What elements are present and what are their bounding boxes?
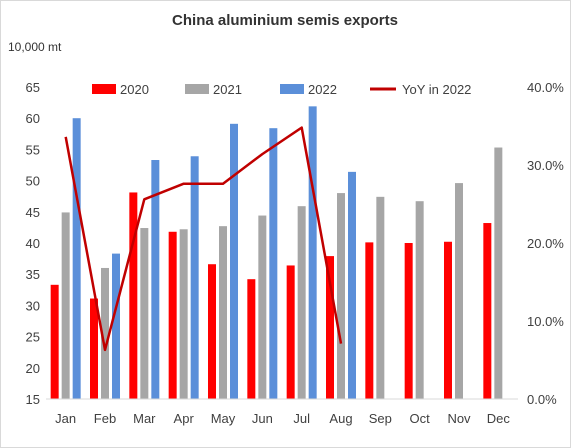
left-axis: 15 20 25 30 35 40 45 50 55 60 65 (26, 80, 40, 407)
yoy-line-group (64, 126, 343, 352)
bar-2020-May (208, 264, 216, 399)
bar-2022-Mar (151, 160, 160, 399)
bar-2022-Aug (348, 171, 356, 399)
bar-2021-Oct (415, 201, 424, 399)
bar-2020-Sep (365, 242, 374, 399)
right-axis-tick-label: 20.0% (527, 236, 564, 251)
right-axis-tick-label: 30.0% (527, 158, 564, 173)
bar-2020-Mar (129, 192, 138, 399)
chart-legend: 2020 2021 2022 YoY in 2022 (92, 82, 471, 97)
bar-2020-Dec (483, 223, 492, 399)
yoy-line (64, 126, 343, 352)
bar-2021-Feb (101, 267, 109, 399)
legend-swatch-2020 (92, 84, 116, 94)
bar-2021-Jul (297, 206, 306, 399)
right-axis-tick-label: 40.0% (527, 80, 564, 95)
x-axis-tick-label: Jan (55, 411, 76, 426)
bar-2021-Mar (140, 228, 149, 399)
x-axis-tick-label: Oct (410, 411, 431, 426)
x-axis: Jan Feb Mar Apr May Jun Jul Aug Sep Oct Nov Dec (55, 411, 510, 426)
bar-2020-Aug (326, 256, 334, 399)
bar-2020-Jul (286, 265, 295, 399)
bar-2021-Sep (376, 196, 385, 399)
bar-2022-Apr (190, 156, 199, 399)
bar-2021-May (219, 226, 227, 399)
bar-2021-Dec (494, 147, 503, 399)
x-axis-tick-label: Jun (252, 411, 273, 426)
left-axis-tick-label: 45 (26, 205, 40, 220)
bar-2021-Nov (455, 183, 463, 399)
bar-2021-Jan (61, 212, 70, 399)
left-axis-tick-label: 60 (26, 111, 40, 126)
bar-2020-Jan (50, 284, 59, 399)
bar-2020-Apr (168, 231, 177, 399)
left-axis-tick-label: 35 (26, 267, 40, 282)
x-axis-tick-label: Apr (174, 411, 195, 426)
x-axis-tick-label: Sep (369, 411, 392, 426)
right-axis: 0.0% 10.0% 20.0% 30.0% 40.0% (527, 80, 564, 407)
x-axis-tick-label: Nov (447, 411, 471, 426)
bar-2021-Aug (337, 193, 345, 399)
bar-2022-Jun (269, 128, 278, 399)
left-axis-tick-label: 40 (26, 236, 40, 251)
bar-2020-Oct (404, 243, 413, 399)
bar-2022-May (230, 123, 238, 399)
right-axis-tick-label: 0.0% (527, 392, 557, 407)
x-axis-tick-label: Feb (94, 411, 116, 426)
bar-2021-Apr (179, 229, 188, 399)
left-axis-unit-label: 10,000 mt (8, 40, 62, 54)
x-axis-tick-label: May (211, 411, 236, 426)
legend-label-yoy: YoY in 2022 (402, 82, 471, 97)
legend-label-2020: 2020 (120, 82, 149, 97)
left-axis-tick-label: 55 (26, 142, 40, 157)
bar-2022-Feb (112, 253, 120, 399)
left-axis-tick-label: 65 (26, 80, 40, 95)
legend-swatch-2021 (185, 84, 209, 94)
legend-swatch-2022 (280, 84, 304, 94)
x-axis-tick-label: Dec (487, 411, 511, 426)
x-axis-tick-label: Jul (293, 411, 310, 426)
x-axis-tick-label: Aug (329, 411, 352, 426)
x-axis-tick-label: Mar (133, 411, 156, 426)
legend-label-2021: 2021 (213, 82, 242, 97)
bar-2020-Feb (90, 298, 98, 399)
left-axis-tick-label: 50 (26, 174, 40, 189)
chart-title: China aluminium semis exports (172, 12, 398, 29)
legend-label-2022: 2022 (308, 82, 337, 97)
bar-2022-Jul (308, 106, 317, 400)
bars-group (50, 106, 503, 400)
bar-2020-Jun (247, 279, 256, 399)
left-axis-tick-label: 20 (26, 361, 40, 376)
left-axis-tick-label: 25 (26, 330, 40, 345)
left-axis-tick-label: 15 (26, 392, 40, 407)
bar-2021-Jun (258, 215, 267, 399)
left-axis-tick-label: 30 (26, 298, 40, 313)
bar-2020-Nov (444, 241, 452, 399)
bar-2022-Jan (72, 118, 81, 399)
right-axis-tick-label: 10.0% (527, 314, 564, 329)
